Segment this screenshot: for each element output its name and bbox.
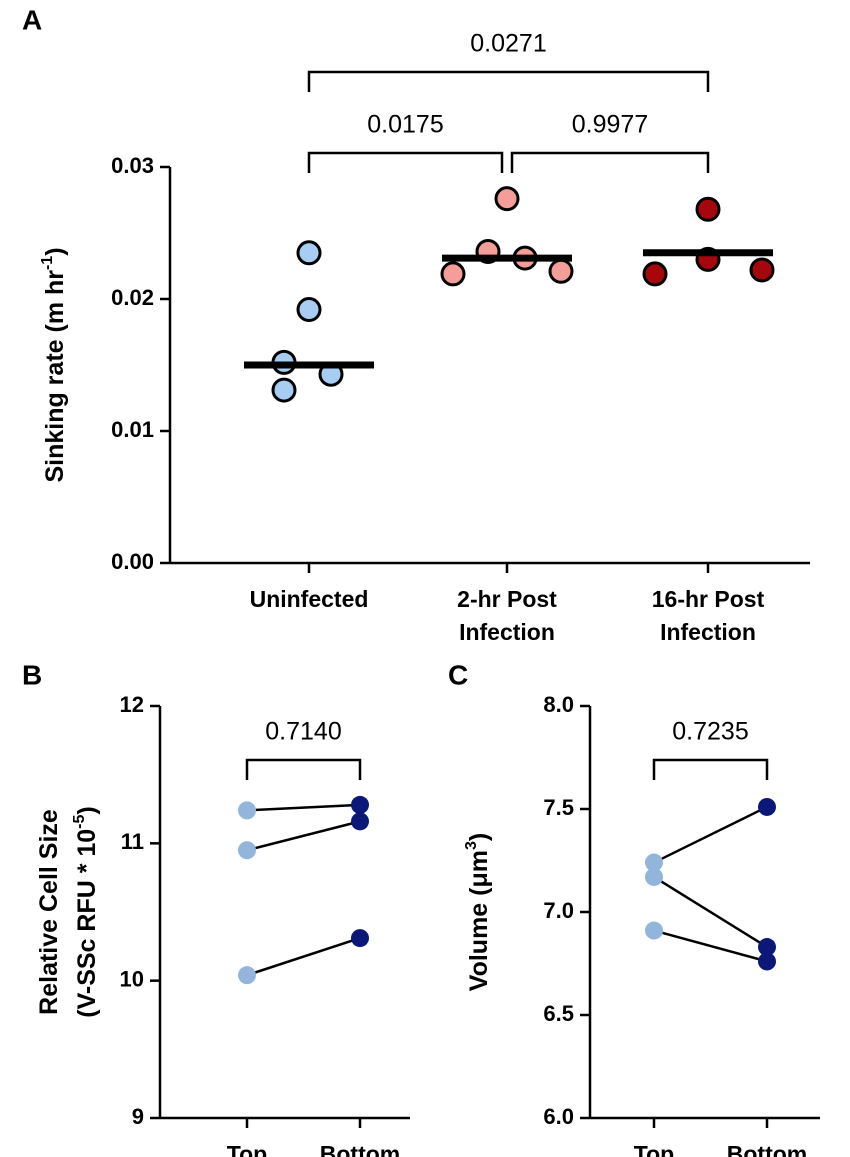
comparison-bracket [307,70,710,92]
x-tick-label: Uninfected [250,586,369,612]
y-tick-label: 0.01 [111,417,154,442]
p-value-label: 0.0271 [470,30,546,58]
y-axis-label-part: ) [73,806,101,814]
pair-line [246,820,361,852]
y-axis-label-part: ) [41,247,69,255]
data-point [695,196,721,222]
data-point [238,801,256,820]
x-tick-label: Top [634,1141,674,1157]
panel: B Relative Cell Size (V-SSc RFU * 10-5) 9 10… [22,659,410,1157]
x-tick-label-line: Top [227,1141,267,1157]
x-tick-label-line: Bottom [320,1141,400,1157]
x-tick-label-line: Bottom [727,1141,807,1157]
y-axis-label-part: Volume (μm [465,850,493,991]
data-point [758,952,776,971]
data-point [351,795,369,814]
data-point [296,240,322,266]
data-point [238,966,256,985]
x-tick-label: 16-hr Post Infection [652,586,765,645]
x-tick-label-line: Top [634,1141,674,1157]
y-axis-label-part: Sinking rate (m hr [41,270,69,483]
x-tick-label-line: 16-hr Post [652,586,765,612]
p-value-label: 0.9977 [572,111,648,139]
data-point [440,261,466,287]
data-point [642,261,668,287]
y-tick-label: 6.0 [543,1104,574,1129]
comparison-bracket [307,151,504,173]
panel: A Sinking rate (m hr-1) 0.00 0.01 0.02 0.03 Un… [22,4,810,645]
comparison-bracket [510,151,710,173]
pair-line [246,936,361,977]
x-tick-label-line: Infection [660,619,756,645]
panel-letter: C [448,659,468,690]
y-axis-label-part: 3 [463,841,480,850]
panel: C Volume (μm3) 6.0 6.5 7.0 7.5 8.0 Top Bottom 0.7… [448,659,820,1157]
y-tick-label: 0.03 [111,153,154,178]
y-tick-label: 0.02 [111,285,154,310]
y-tick-label: 7.0 [543,898,574,923]
y-axis-label-part: (V-SSc RFU * 10 [73,829,101,1018]
pair-line [653,929,768,963]
y-tick-label: 12 [120,692,144,717]
y-axis-label-part: -5 [71,814,88,828]
data-point [351,812,369,831]
data-point [351,929,369,948]
x-tick-label-line: 2-hr Post [457,586,557,612]
x-tick-label: 2-hr Post Infection [457,586,557,645]
x-tick-label: Bottom [320,1141,400,1157]
data-point [749,257,775,283]
data-point [494,186,520,212]
data-point [758,938,776,957]
y-axis-label: (V-SSc RFU * 10-5) [71,806,101,1018]
pair-line [246,803,361,812]
y-tick-label: 6.5 [543,1001,574,1026]
data-point [271,377,297,403]
y-tick-label: 11 [121,829,144,854]
x-tick-label: Bottom [727,1141,807,1157]
y-tick-label: 0.00 [111,549,154,574]
data-point [645,867,663,886]
y-tick-label: 7.5 [543,795,574,820]
pair-line [653,805,768,864]
x-tick-label-line: Uninfected [250,586,369,612]
x-tick-label: Top [227,1141,267,1157]
y-axis-label: Volume (μm3) [463,833,493,991]
panel-letter: A [22,4,42,35]
y-tick-label: 9 [132,1104,144,1129]
data-point [238,841,256,860]
comparison-bracket [245,758,362,780]
y-axis-label-part: Relative Cell Size [35,809,63,1015]
x-tick-label-line: Infection [459,619,555,645]
comparison-bracket [652,758,769,780]
pair-line [653,875,768,949]
data-point [645,921,663,940]
data-point [296,297,322,323]
p-value-label: 0.7140 [265,718,341,746]
y-tick-label: 8.0 [543,692,574,717]
y-axis-label: Sinking rate (m hr-1) [39,247,69,482]
y-axis-label: Relative Cell Size [35,809,63,1015]
panel-letter: B [22,659,42,690]
data-point [758,797,776,816]
y-tick-label: 10 [120,966,144,991]
y-axis-label-part: ) [465,833,493,841]
y-axis-label-part: -1 [39,256,56,270]
data-point [548,258,574,284]
p-value-label: 0.7235 [672,718,748,746]
p-value-label: 0.0175 [367,111,443,139]
data-point [645,853,663,872]
